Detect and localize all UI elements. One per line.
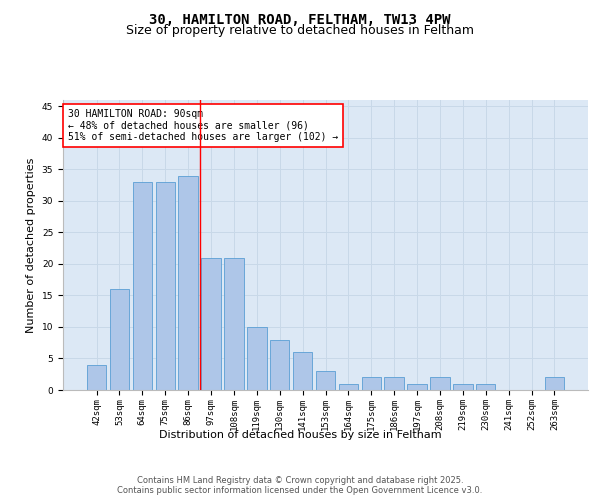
Bar <box>293 352 313 390</box>
Text: 30 HAMILTON ROAD: 90sqm
← 48% of detached houses are smaller (96)
51% of semi-de: 30 HAMILTON ROAD: 90sqm ← 48% of detache… <box>68 108 338 142</box>
Bar <box>270 340 289 390</box>
Bar <box>178 176 198 390</box>
Bar <box>453 384 473 390</box>
Bar <box>476 384 496 390</box>
Text: Distribution of detached houses by size in Feltham: Distribution of detached houses by size … <box>158 430 442 440</box>
Bar <box>247 327 266 390</box>
Bar <box>338 384 358 390</box>
Bar <box>110 289 129 390</box>
Text: Size of property relative to detached houses in Feltham: Size of property relative to detached ho… <box>126 24 474 37</box>
Bar <box>202 258 221 390</box>
Bar <box>407 384 427 390</box>
Text: 30, HAMILTON ROAD, FELTHAM, TW13 4PW: 30, HAMILTON ROAD, FELTHAM, TW13 4PW <box>149 12 451 26</box>
Bar <box>87 365 106 390</box>
Bar <box>316 371 335 390</box>
Bar <box>224 258 244 390</box>
Bar <box>545 378 564 390</box>
Text: Contains HM Land Registry data © Crown copyright and database right 2025.
Contai: Contains HM Land Registry data © Crown c… <box>118 476 482 495</box>
Y-axis label: Number of detached properties: Number of detached properties <box>26 158 36 332</box>
Bar <box>133 182 152 390</box>
Bar <box>362 378 381 390</box>
Bar <box>155 182 175 390</box>
Bar <box>430 378 449 390</box>
Bar <box>385 378 404 390</box>
